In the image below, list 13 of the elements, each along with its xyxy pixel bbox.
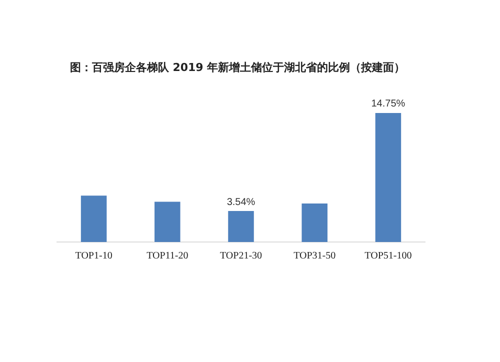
bar [228, 211, 254, 242]
x-tick-label: TOP11-20 [146, 250, 188, 262]
bar [80, 196, 107, 242]
data-label: 3.54% [226, 196, 256, 208]
x-tick-label: TOP1-10 [75, 250, 112, 262]
chart-title: 图：百强房企各梯队 2019 年新增土储位于湖北省的比例（按建面） [68, 60, 406, 75]
x-tick-label: TOP51-100 [364, 250, 412, 262]
data-label: 14.75% [371, 98, 406, 110]
x-tick-label: TOP31-50 [294, 250, 336, 262]
x-tick-label: TOP21-30 [220, 250, 262, 262]
bar [154, 202, 180, 242]
bar [302, 204, 328, 242]
bar [375, 112, 402, 242]
